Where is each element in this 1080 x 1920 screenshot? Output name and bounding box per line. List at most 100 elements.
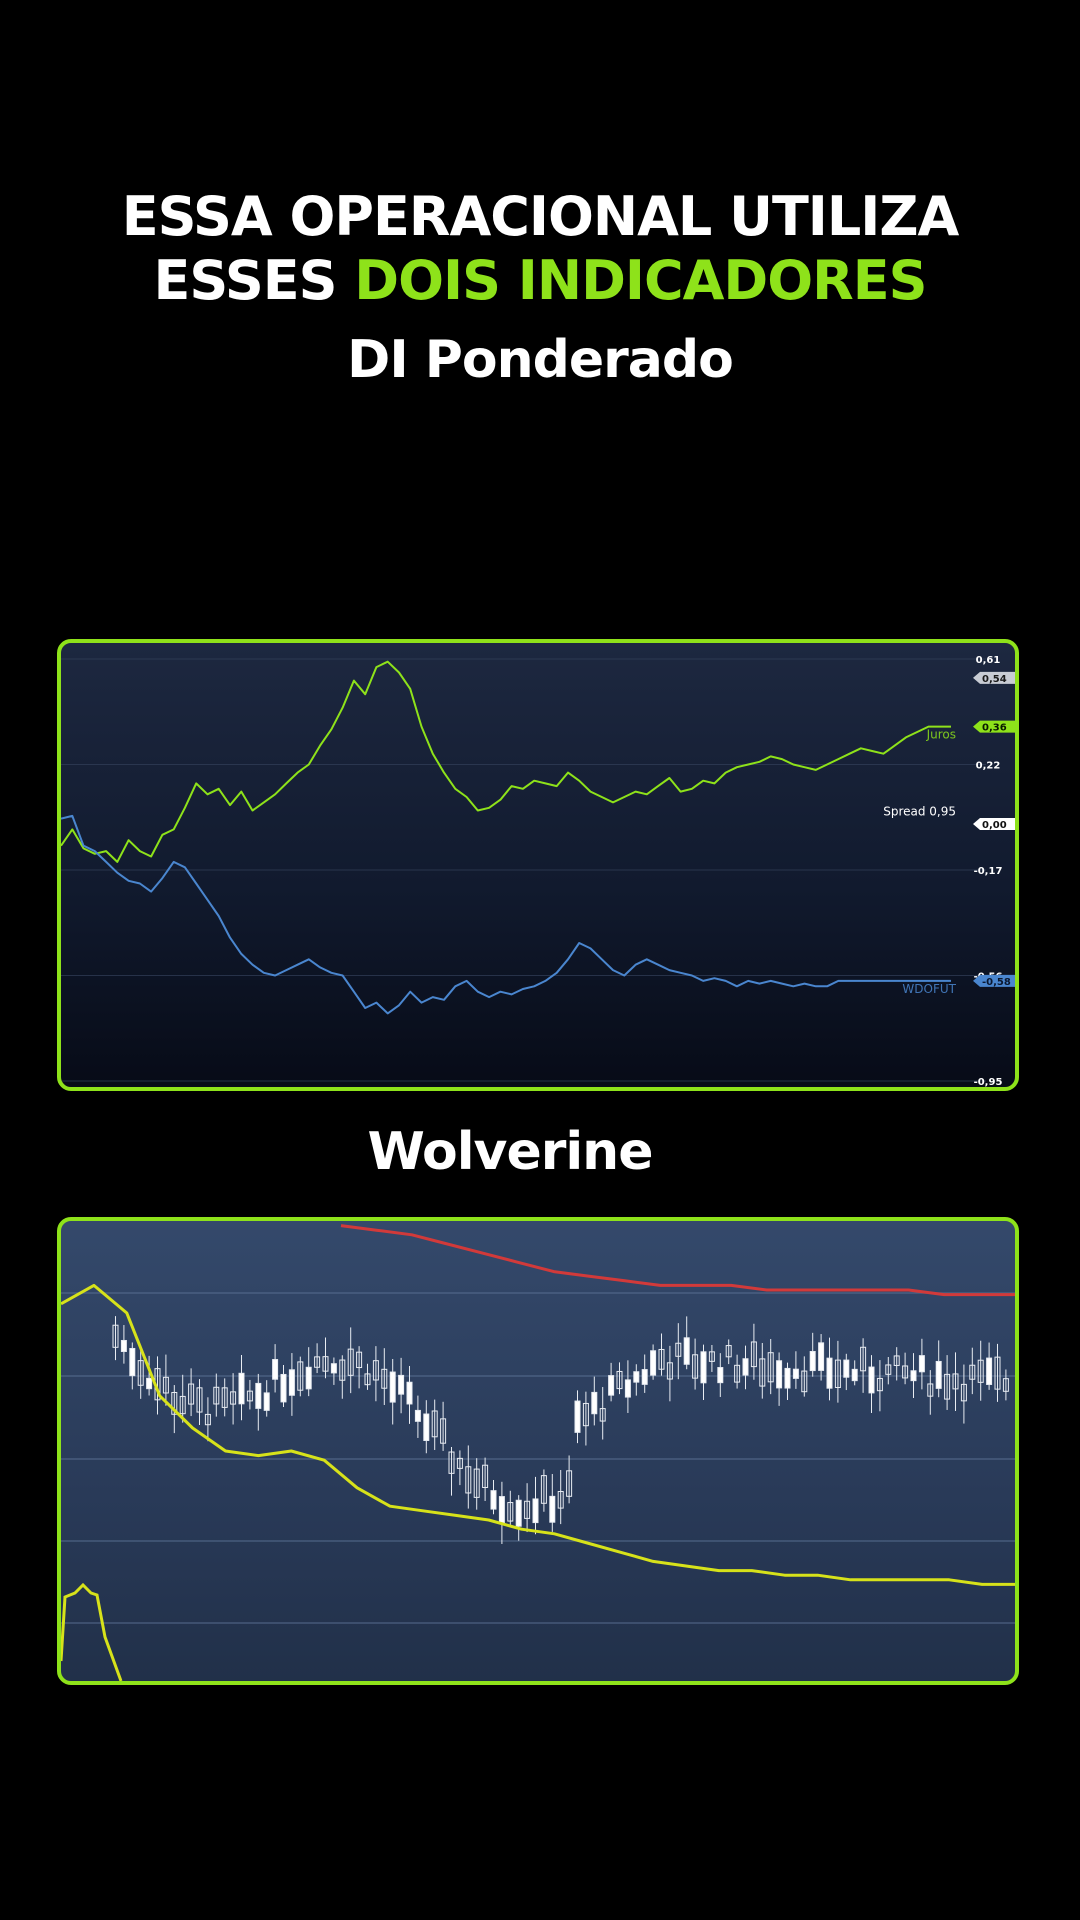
indicator2-title: Wolverine <box>367 1122 654 1182</box>
candle-body <box>314 1356 321 1368</box>
candle-body <box>977 1359 984 1383</box>
candle-body <box>364 1373 371 1386</box>
candle <box>246 1379 253 1410</box>
candle-body <box>692 1354 699 1379</box>
candle <box>381 1348 388 1405</box>
spread-annotation: Spread 0,95 <box>883 804 956 818</box>
candle-body <box>860 1346 867 1372</box>
y-tick-label: 0,61 <box>976 655 1001 666</box>
candle <box>826 1337 833 1401</box>
candle-body <box>120 1339 127 1352</box>
candle-body <box>944 1373 951 1400</box>
candle <box>137 1345 144 1399</box>
price-tag-label: 0,36 <box>982 723 1007 734</box>
candle-body <box>876 1377 883 1392</box>
series-label-juros: Juros <box>926 728 956 742</box>
candle <box>591 1376 598 1426</box>
candle <box>314 1343 321 1374</box>
candle-body <box>146 1377 153 1390</box>
candle-body <box>893 1355 900 1366</box>
candle <box>272 1344 279 1393</box>
candle <box>935 1340 942 1398</box>
di-ponderado-chart-panel: 0,610,22-0,17-0,56-0,95JurosWDOFUTSpread… <box>57 639 1019 1091</box>
candle <box>675 1323 682 1380</box>
candle <box>666 1345 673 1402</box>
candle-body <box>498 1496 505 1524</box>
candle <box>112 1316 119 1361</box>
candle-body <box>188 1383 195 1405</box>
price-tag-label: -0,58 <box>982 977 1011 988</box>
candle <box>188 1368 195 1417</box>
candle <box>330 1357 337 1385</box>
candle-body <box>776 1360 783 1389</box>
candle-body <box>574 1400 581 1433</box>
candle <box>683 1316 690 1370</box>
candle <box>616 1362 623 1395</box>
candle-body <box>255 1382 262 1409</box>
candle <box>734 1354 741 1389</box>
candle <box>893 1347 900 1381</box>
candle <box>347 1327 354 1394</box>
candle-body <box>238 1372 245 1405</box>
candle-body <box>675 1342 682 1357</box>
candle <box>398 1357 405 1414</box>
candle-body <box>910 1370 917 1382</box>
candle-body <box>683 1337 690 1365</box>
candle-body <box>742 1358 749 1376</box>
candle-body <box>809 1351 816 1372</box>
candle <box>507 1490 514 1527</box>
candle <box>776 1352 783 1406</box>
candle <box>179 1374 186 1423</box>
price-tag: 0,54 <box>973 671 1015 685</box>
candle-body <box>204 1413 211 1426</box>
candle-body <box>902 1365 909 1379</box>
candle-body <box>330 1363 337 1374</box>
candle-body <box>750 1341 757 1368</box>
candle <box>658 1333 665 1376</box>
price-tag-shape <box>973 671 1015 684</box>
candle-body <box>473 1468 480 1498</box>
candle <box>860 1338 867 1393</box>
candle-body <box>272 1359 279 1380</box>
price-tag-label: 0,00 <box>982 820 1007 831</box>
candle <box>834 1340 841 1403</box>
candle-body <box>641 1369 648 1385</box>
headline-line2-prefix: ESSES <box>153 249 355 312</box>
candle <box>431 1399 438 1450</box>
candle <box>389 1359 396 1425</box>
candle <box>372 1346 379 1402</box>
candle-body <box>230 1391 237 1405</box>
candle-body <box>767 1352 774 1383</box>
candle <box>700 1344 707 1400</box>
candle-body <box>918 1355 925 1373</box>
candle-body <box>1002 1378 1009 1392</box>
candle <box>238 1354 245 1421</box>
candle <box>263 1380 270 1417</box>
red-band-line <box>340 1224 1015 1297</box>
candle-body <box>566 1470 573 1497</box>
candle <box>876 1360 883 1412</box>
candle <box>129 1342 136 1390</box>
candle <box>557 1469 564 1525</box>
candle-body <box>515 1499 522 1527</box>
candle <box>322 1337 329 1379</box>
candle <box>230 1373 237 1425</box>
candle <box>305 1347 312 1397</box>
candle-body <box>666 1362 673 1380</box>
candle-body <box>549 1495 556 1523</box>
candle <box>146 1355 153 1396</box>
candle-body <box>213 1386 220 1405</box>
candle <box>759 1342 766 1399</box>
candle-body <box>398 1374 405 1395</box>
candle-body <box>557 1491 564 1509</box>
candle <box>818 1334 825 1381</box>
candle-body <box>246 1390 253 1402</box>
candle <box>994 1343 1001 1402</box>
candle <box>809 1332 816 1377</box>
candle-body <box>490 1490 497 1510</box>
headline-line2: ESSES DOIS INDICADORES <box>0 249 1080 313</box>
candle <box>288 1353 295 1416</box>
candle-body <box>700 1351 707 1384</box>
candle <box>423 1400 430 1454</box>
candle-body <box>826 1357 833 1389</box>
